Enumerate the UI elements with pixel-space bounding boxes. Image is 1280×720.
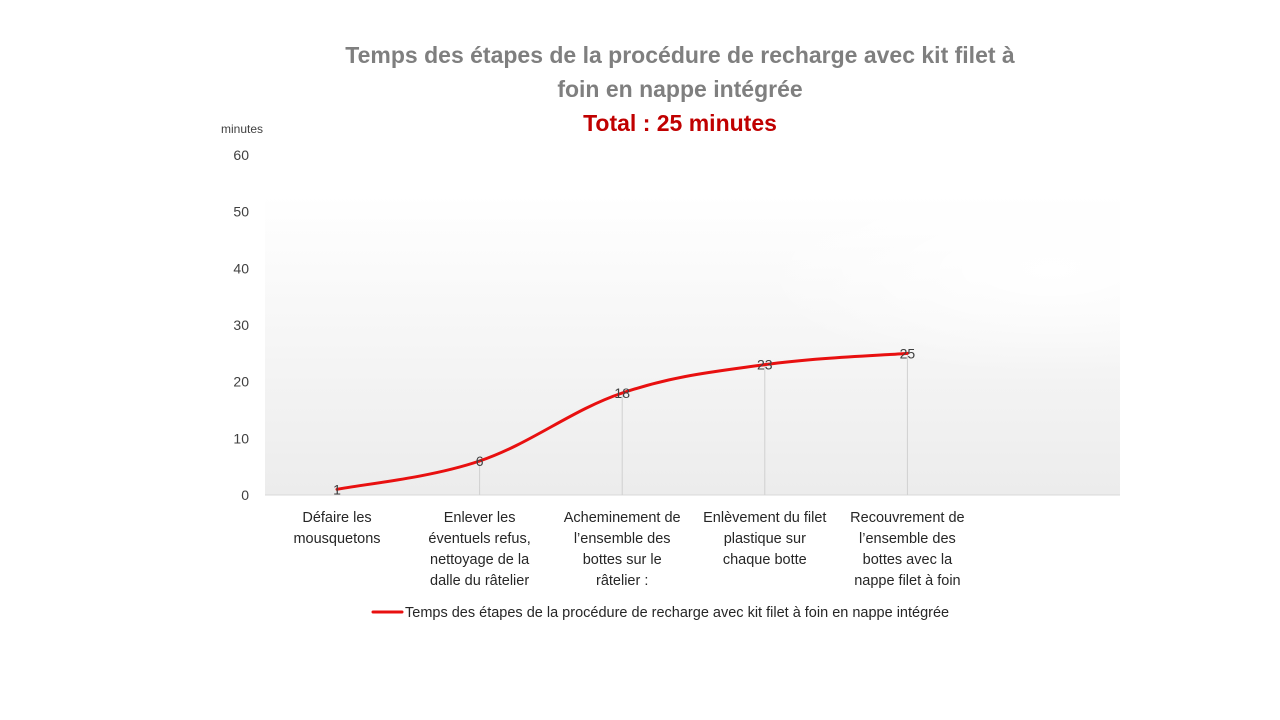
x-category-label-line: l’ensemble des — [859, 531, 956, 547]
x-category-label-line: Recouvrement de — [850, 510, 964, 526]
x-category-label: Défaire les mousquetons — [293, 510, 380, 547]
x-category-label-line: Enlever les — [444, 510, 516, 526]
legend-entry-label: Temps des étapes de la procédure de rech… — [405, 605, 949, 621]
x-category-label-line: nettoyage de la — [430, 552, 530, 568]
x-axis-category-labels: Défaire les mousquetons Enlever les éventue… — [293, 510, 964, 589]
x-category-label-line: l’ensemble des — [574, 531, 671, 547]
x-category-label-line: Acheminement de — [564, 510, 681, 526]
x-category-label: Acheminement de l’ensemble des bottes sur … — [564, 510, 681, 589]
data-label: 25 — [900, 345, 916, 361]
chart-subtitle-total: Total : 25 minutes — [583, 110, 777, 136]
y-tick-label: 40 — [233, 260, 249, 276]
y-axis-unit-label: minutes — [221, 122, 263, 136]
x-category-label: Enlèvement du filet plastique sur chaque b… — [703, 510, 826, 568]
y-tick-label: 30 — [233, 317, 249, 333]
y-tick-label: 20 — [233, 374, 249, 390]
y-tick-label: 0 — [241, 487, 249, 503]
x-category-label: Enlever les éventuels refus, nettoyage de … — [428, 510, 530, 589]
data-label: 6 — [476, 453, 484, 469]
x-category-label-line: dalle du râtelier — [430, 573, 529, 589]
x-category-label-line: mousquetons — [293, 531, 380, 547]
chart-title-line-1: Temps des étapes de la procédure de rech… — [345, 42, 1015, 68]
y-tick-label: 50 — [233, 204, 249, 220]
data-label: 18 — [614, 385, 630, 401]
y-tick-label: 10 — [233, 430, 249, 446]
legend: Temps des étapes de la procédure de rech… — [371, 605, 949, 621]
x-category-label-line: bottes avec la — [863, 552, 953, 568]
x-category-label-line: éventuels refus, — [428, 531, 530, 547]
data-label: 23 — [757, 357, 773, 373]
x-category-label-line: Défaire les — [302, 510, 371, 526]
plot-area-highlight — [265, 195, 1120, 495]
x-category-label: Recouvrement de l’ensemble des bottes avec… — [850, 510, 964, 589]
y-axis-ticks: 0 10 20 30 40 50 60 — [233, 147, 249, 503]
chart-title: Temps des étapes de la procédure de rech… — [290, 38, 1070, 140]
series-line — [335, 351, 909, 491]
data-label: 1 — [333, 481, 341, 497]
y-tick-label: 60 — [233, 147, 249, 163]
x-category-label-line: chaque botte — [723, 552, 807, 568]
x-category-label-line: nappe filet à foin — [854, 573, 960, 589]
chart-title-line-2: foin en nappe intégrée — [557, 76, 803, 102]
data-labels: 1 6 18 23 25 — [333, 345, 915, 497]
x-category-label-line: bottes sur le — [583, 552, 662, 568]
series-lines — [335, 351, 909, 491]
drop-lines — [336, 353, 908, 495]
x-category-label-line: plastique sur — [724, 531, 806, 547]
x-category-label-line: râtelier : — [596, 573, 648, 589]
x-category-label-line: Enlèvement du filet — [703, 510, 826, 526]
